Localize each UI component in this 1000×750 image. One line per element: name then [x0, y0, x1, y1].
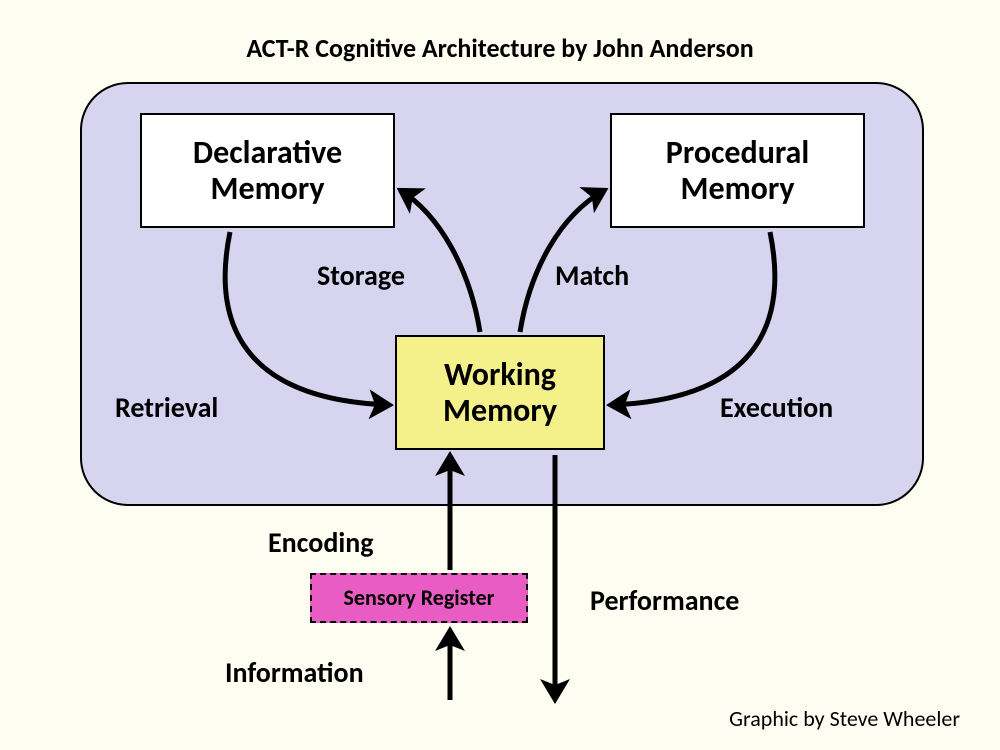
declarative-memory-box: Declarative Memory — [140, 113, 395, 228]
sensory-label: Sensory Register — [344, 586, 495, 610]
encoding-label: Encoding — [268, 525, 374, 560]
declarative-line2: Memory — [211, 171, 325, 206]
storage-label: Storage — [317, 258, 405, 293]
sensory-register-box: Sensory Register — [310, 573, 528, 623]
information-label: Information — [225, 655, 364, 690]
procedural-memory-box: Procedural Memory — [610, 113, 865, 228]
performance-label: Performance — [590, 583, 739, 618]
procedural-line1: Procedural — [666, 135, 809, 170]
diagram-title: ACT-R Cognitive Architecture by John And… — [0, 32, 1000, 64]
diagram-canvas: ACT-R Cognitive Architecture by John And… — [0, 0, 1000, 750]
procedural-line2: Memory — [681, 171, 795, 206]
working-memory-box: Working Memory — [395, 335, 605, 450]
working-line2: Memory — [443, 393, 557, 428]
match-label: Match — [555, 258, 629, 293]
declarative-line1: Declarative — [193, 135, 342, 170]
working-line1: Working — [444, 357, 556, 392]
execution-label: Execution — [720, 390, 833, 425]
retrieval-label: Retrieval — [115, 390, 218, 425]
credit-text: Graphic by Steve Wheeler — [729, 705, 960, 732]
